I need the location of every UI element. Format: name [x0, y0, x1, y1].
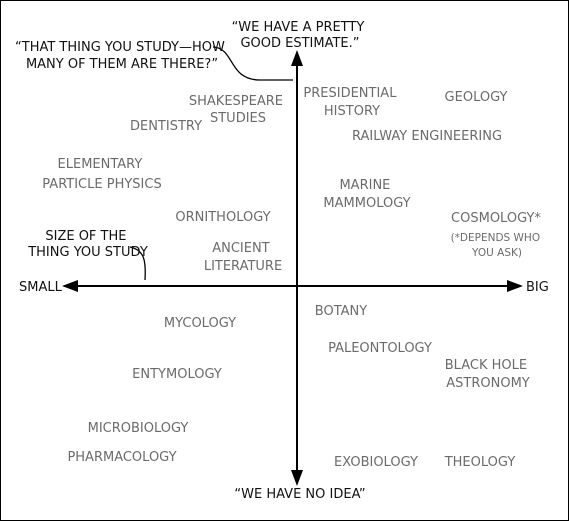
field-elementary-particle-physics: ELEMENTARY PARTICLE PHYSICS [42, 157, 161, 192]
field-theology: THEOLOGY [444, 455, 516, 470]
field-dentistry: DENTISTRY [130, 119, 202, 134]
size-leader-line [129, 246, 146, 281]
size-annotation: SIZE OF THE THING YOU STUDY [27, 229, 148, 260]
field-ancient-literature: ANCIENT LITERATURE [204, 241, 282, 274]
question-annotation: “THAT THING YOU STUDY—HOW MANY OF THEM A… [15, 40, 229, 72]
axis-arrow-left [62, 280, 78, 292]
field-cosmology: COSMOLOGY* [451, 211, 541, 226]
field-presidential-history: PRESIDENTIAL HISTORY [303, 86, 400, 119]
field-botany: BOTANY [315, 304, 367, 319]
bottom-axis-label: “WE HAVE NO IDEA” [234, 487, 365, 502]
field-exobiology: EXOBIOLOGY [334, 455, 418, 470]
field-paleontology: PALEONTOLOGY [328, 341, 432, 356]
field-entymology: ENTYMOLOGY [132, 367, 222, 382]
axis-arrow-right [507, 280, 523, 292]
field-mycology: MYCOLOGY [164, 316, 236, 331]
field-ornithology: ORNITHOLOGY [175, 210, 270, 225]
field-shakespeare-studies: SHAKESPEARE STUDIES [189, 94, 287, 126]
field-railway-engineering: RAILWAY ENGINEERING [352, 129, 502, 144]
field-black-hole-astronomy: BLACK HOLE ASTRONOMY [445, 358, 531, 391]
question-leader-line [212, 46, 293, 81]
field-marine-mammology: MARINE MAMMOLOGY [323, 178, 410, 211]
cosmology-footnote: (*DEPENDS WHO YOU ASK) [451, 232, 544, 259]
top-axis-label: “WE HAVE A PRETTY GOOD ESTIMATE.” [232, 20, 369, 51]
field-pharmacology: PHARMACOLOGY [67, 450, 176, 465]
left-axis-label: SMALL [19, 280, 63, 295]
right-axis-label: BIG [526, 280, 549, 295]
axis-arrow-up [291, 50, 303, 66]
field-geology: GEOLOGY [445, 90, 508, 105]
field-microbiology: MICROBIOLOGY [88, 421, 189, 436]
axis-arrow-down [291, 470, 303, 486]
